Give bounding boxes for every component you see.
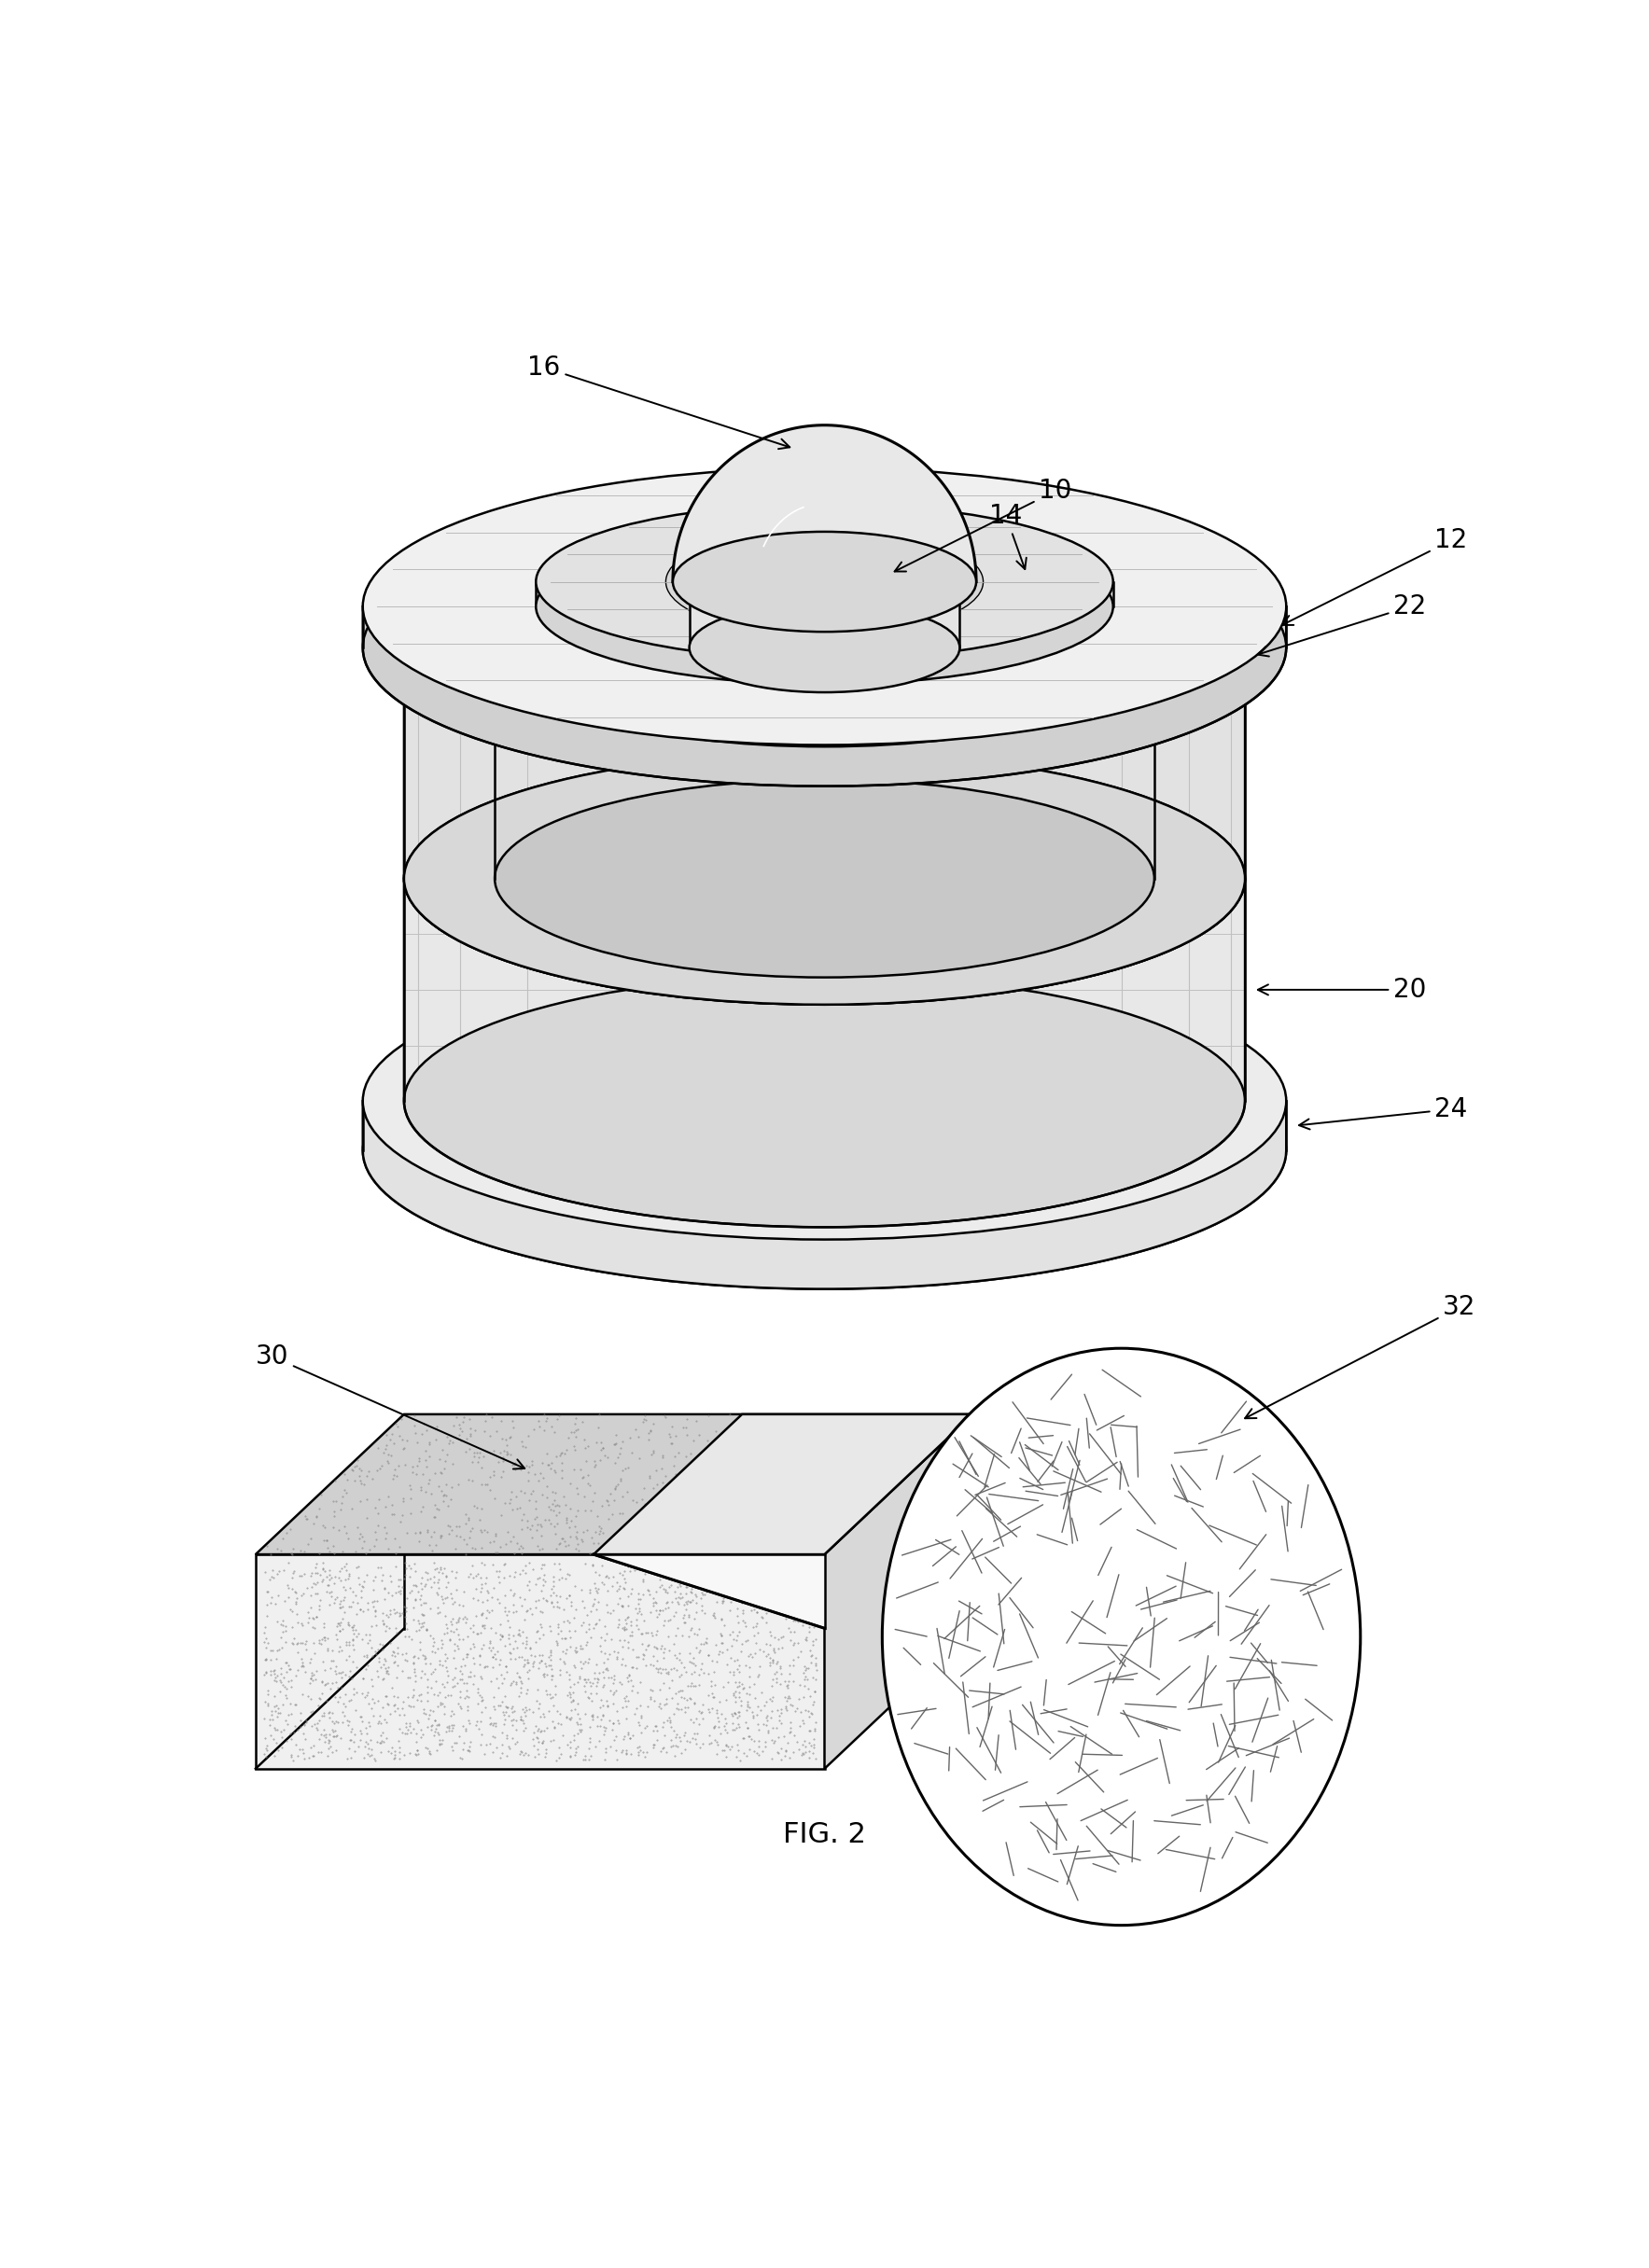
Ellipse shape <box>495 549 1154 746</box>
Polygon shape <box>363 606 1286 787</box>
Ellipse shape <box>363 962 1286 1241</box>
Ellipse shape <box>495 780 1154 978</box>
Ellipse shape <box>404 753 1245 1005</box>
Polygon shape <box>594 1554 824 1628</box>
Text: 30: 30 <box>256 1343 524 1470</box>
Ellipse shape <box>689 538 960 626</box>
Text: 32: 32 <box>1245 1295 1476 1418</box>
Text: 10: 10 <box>895 479 1072 572</box>
Polygon shape <box>256 1554 824 1769</box>
Polygon shape <box>594 1415 973 1554</box>
Text: FIG. 2: FIG. 2 <box>783 1821 866 1848</box>
Polygon shape <box>824 1415 973 1769</box>
Polygon shape <box>673 424 976 583</box>
Ellipse shape <box>404 522 1245 773</box>
Polygon shape <box>363 1100 1286 1288</box>
Polygon shape <box>404 878 1245 1227</box>
Text: 14: 14 <box>989 503 1026 569</box>
Ellipse shape <box>536 528 1113 685</box>
Ellipse shape <box>404 753 1245 1005</box>
Text: 12: 12 <box>1283 528 1468 626</box>
Text: 22: 22 <box>1258 594 1426 655</box>
Text: 20: 20 <box>1258 978 1426 1002</box>
Ellipse shape <box>363 467 1286 744</box>
Ellipse shape <box>363 1012 1286 1288</box>
Polygon shape <box>404 649 1245 1005</box>
Polygon shape <box>256 1415 973 1554</box>
Polygon shape <box>689 583 960 649</box>
Ellipse shape <box>536 503 1113 660</box>
Text: 24: 24 <box>1299 1095 1468 1129</box>
Ellipse shape <box>882 1347 1360 1926</box>
Text: 16: 16 <box>528 354 790 449</box>
Ellipse shape <box>666 526 983 637</box>
Text: FIG. 1: FIG. 1 <box>783 1064 866 1091</box>
Ellipse shape <box>404 975 1245 1227</box>
Ellipse shape <box>363 510 1286 787</box>
Ellipse shape <box>673 531 976 633</box>
Ellipse shape <box>689 603 960 692</box>
